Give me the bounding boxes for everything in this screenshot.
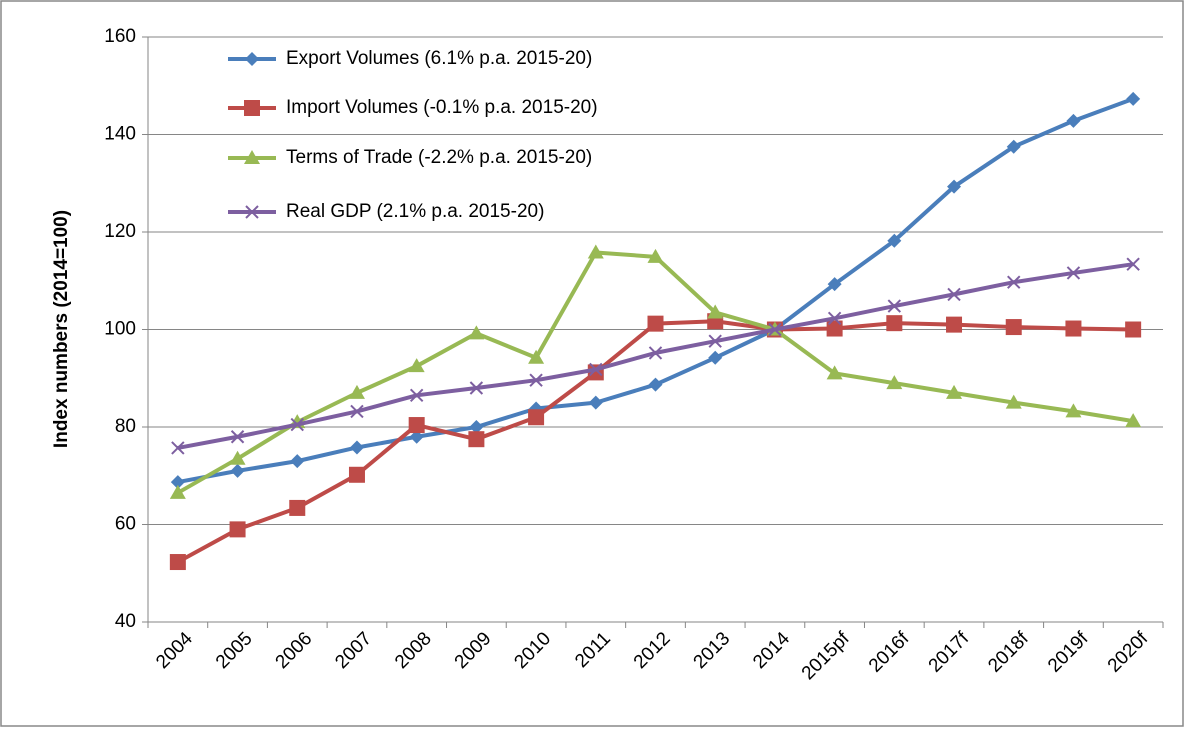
marker — [589, 362, 603, 377]
y-tick-label: 120 — [104, 221, 136, 242]
legend-label: Import Volumes (-0.1% p.a. 2015-20) — [286, 97, 598, 118]
marker — [468, 325, 485, 340]
marker — [768, 322, 782, 337]
marker — [946, 316, 963, 333]
marker — [1066, 266, 1081, 280]
y-tick-label: 80 — [115, 416, 136, 437]
legend-label: Real GDP (2.1% p.a. 2015-20) — [286, 201, 544, 222]
marker — [469, 420, 484, 434]
marker — [947, 179, 962, 194]
marker — [826, 320, 843, 337]
marker — [647, 315, 664, 332]
marker — [1066, 113, 1081, 128]
marker — [947, 287, 961, 302]
marker — [1126, 257, 1140, 271]
marker — [169, 554, 186, 571]
y-tick-label: 140 — [104, 124, 136, 145]
marker — [708, 350, 723, 365]
marker — [230, 430, 245, 444]
y-axis-label: Index numbers (2014=100) — [51, 210, 72, 448]
marker — [169, 484, 186, 499]
y-tick-label: 60 — [115, 514, 136, 535]
y-tick-label: 40 — [115, 611, 136, 632]
marker — [230, 463, 245, 478]
marker — [528, 409, 545, 426]
legend-label: Export Volumes (6.1% p.a. 2015-20) — [286, 48, 592, 69]
marker — [408, 358, 425, 373]
marker — [244, 150, 260, 164]
marker — [648, 346, 663, 360]
marker — [348, 466, 365, 483]
marker — [350, 404, 364, 419]
marker — [245, 52, 259, 66]
marker — [408, 417, 425, 434]
marker — [409, 388, 424, 403]
marker — [707, 304, 724, 319]
marker — [1065, 403, 1082, 418]
marker — [229, 450, 246, 465]
marker — [1126, 91, 1141, 106]
marker — [1006, 139, 1021, 154]
marker — [1065, 320, 1082, 337]
marker — [170, 475, 185, 490]
marker — [587, 244, 604, 259]
marker — [887, 233, 902, 248]
marker — [171, 441, 185, 455]
marker — [648, 377, 663, 392]
marker — [827, 277, 842, 292]
marker — [827, 311, 842, 325]
y-tick-label: 100 — [104, 319, 136, 340]
marker — [1005, 319, 1022, 336]
marker — [1125, 413, 1142, 428]
marker — [229, 521, 246, 538]
marker — [1125, 321, 1142, 338]
marker — [886, 375, 903, 390]
marker — [946, 384, 963, 399]
marker — [290, 454, 305, 469]
marker — [588, 395, 603, 410]
marker — [349, 440, 364, 455]
marker — [887, 299, 902, 313]
marker — [290, 417, 304, 432]
marker — [244, 100, 260, 116]
marker — [1007, 275, 1021, 289]
marker — [886, 315, 903, 332]
marker — [289, 499, 306, 516]
marker — [528, 349, 545, 364]
marker — [647, 248, 664, 263]
marker — [1005, 394, 1022, 409]
marker — [245, 205, 259, 219]
y-tick-label: 160 — [104, 26, 136, 47]
marker — [348, 384, 365, 399]
marker — [708, 334, 722, 348]
marker — [826, 365, 843, 380]
marker — [469, 381, 484, 395]
marker — [468, 431, 485, 448]
legend-label: Terms of Trade (-2.2% p.a. 2015-20) — [286, 147, 592, 168]
marker — [409, 429, 424, 444]
marker — [529, 373, 543, 387]
